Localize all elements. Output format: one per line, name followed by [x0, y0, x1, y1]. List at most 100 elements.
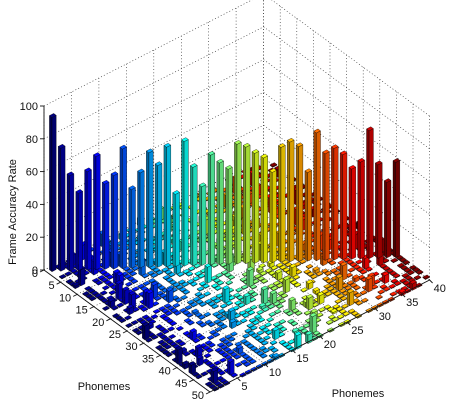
- confusion-bar: [125, 322, 133, 328]
- y-tick-mark: [122, 330, 128, 334]
- confusion-bar: [204, 319, 213, 325]
- confusion-bar: [312, 330, 321, 336]
- confusion-bar: [176, 325, 184, 331]
- confusion-bar: [267, 283, 275, 289]
- confusion-bar: [347, 308, 356, 314]
- confusion-bar: [140, 286, 149, 291]
- confusion-bar: [242, 312, 250, 318]
- diagonal-bar: [183, 139, 189, 267]
- confusion-bar: [415, 269, 424, 275]
- confusion-bar: [200, 371, 209, 376]
- confusion-bar: [259, 353, 268, 358]
- confusion-bar: [338, 308, 347, 314]
- confusion-bar: [235, 344, 244, 350]
- confusion-bar: [165, 352, 173, 357]
- diagonal-bar: [75, 189, 84, 194]
- confusion-bar: [270, 347, 279, 353]
- confusion-bar: [234, 362, 243, 367]
- diagonal-bar: [110, 173, 114, 270]
- confusion-bar: [107, 297, 116, 302]
- confusion-bar: [218, 370, 226, 376]
- confusion-bar: [230, 372, 238, 378]
- confusion-bar: [208, 363, 216, 368]
- diagonal-bar: [181, 139, 185, 267]
- diagonal-bar: [386, 180, 392, 259]
- confusion-bar: [170, 308, 179, 313]
- confusion-bar: [262, 327, 270, 333]
- diagonal-bar: [287, 139, 290, 263]
- confusion-bar: [180, 294, 188, 300]
- confusion-bar: [216, 321, 225, 327]
- confusion-bar: [189, 328, 197, 333]
- confusion-bar: [282, 275, 291, 281]
- confusion-bar: [199, 322, 207, 327]
- confusion-bar: [233, 313, 241, 318]
- confusion-bar: [97, 295, 106, 301]
- confusion-bar: [87, 288, 96, 293]
- confusion-bar: [218, 349, 226, 355]
- diagonal-bar: [272, 170, 277, 263]
- confusion-bar: [115, 281, 119, 301]
- confusion-bar: [227, 274, 236, 280]
- diagonal-bar: [377, 162, 383, 259]
- confusion-bar: [253, 348, 261, 354]
- confusion-bar: [196, 354, 204, 360]
- confusion-bar: [142, 323, 146, 341]
- diagonal-bar: [75, 191, 79, 271]
- confusion-bar: [256, 266, 264, 271]
- confusion-bar: [203, 291, 211, 296]
- diagonal-bar: [307, 170, 312, 262]
- confusion-bar: [88, 295, 97, 301]
- confusion-bar: [341, 303, 349, 309]
- confusion-bar: [195, 299, 204, 304]
- confusion-bar: [278, 319, 287, 324]
- diagonal-bar: [172, 190, 180, 195]
- confusion-bar: [331, 316, 339, 322]
- diagonal-bar: [331, 146, 335, 261]
- confusion-bar: [130, 320, 139, 325]
- confusion-bar: [243, 361, 252, 367]
- confusion-bar: [204, 265, 208, 284]
- confusion-bar: [221, 352, 229, 357]
- confusion-bar: [267, 345, 276, 350]
- confusion-bar: [193, 263, 201, 268]
- x-tick-mark: [429, 279, 433, 284]
- confusion-bar: [390, 257, 399, 263]
- confusion-bar: [219, 357, 227, 363]
- confusion-bar: [224, 272, 232, 277]
- confusion-bar: [118, 281, 123, 301]
- confusion-bar: [146, 289, 154, 294]
- confusion-bar: [219, 378, 227, 383]
- confusion-bar: [252, 320, 260, 325]
- confusion-bar: [403, 267, 412, 273]
- diagonal-bar: [189, 163, 198, 168]
- confusion-bar: [243, 341, 251, 346]
- diagonal-bar: [348, 164, 357, 170]
- confusion-bar: [303, 269, 312, 274]
- confusion-bar: [404, 275, 413, 280]
- confusion-bar: [169, 321, 178, 326]
- confusion-bar: [92, 277, 100, 283]
- confusion-bar: [266, 317, 274, 322]
- confusion-bar: [247, 330, 256, 336]
- diagonal-bar: [374, 160, 383, 166]
- confusion-bar: [102, 305, 110, 311]
- confusion-bar: [388, 283, 396, 289]
- diagonal-bar: [280, 145, 286, 263]
- confusion-bar: [211, 283, 219, 288]
- confusion-bar: [204, 360, 213, 366]
- confusion-bar: [177, 279, 186, 285]
- confusion-bar: [150, 334, 159, 340]
- confusion-bar: [202, 345, 211, 350]
- confusion-bar: [408, 277, 416, 283]
- diagonal-bar: [58, 146, 61, 272]
- confusion-bar: [166, 339, 174, 344]
- confusion-bar: [239, 351, 247, 357]
- confusion-bar: [250, 291, 259, 297]
- confusion-bar: [281, 342, 290, 347]
- confusion-bar: [204, 340, 213, 345]
- confusion-bar: [352, 274, 360, 279]
- confusion-bar: [127, 276, 135, 281]
- confusion-bar: [126, 304, 134, 309]
- confusion-bar: [318, 307, 326, 312]
